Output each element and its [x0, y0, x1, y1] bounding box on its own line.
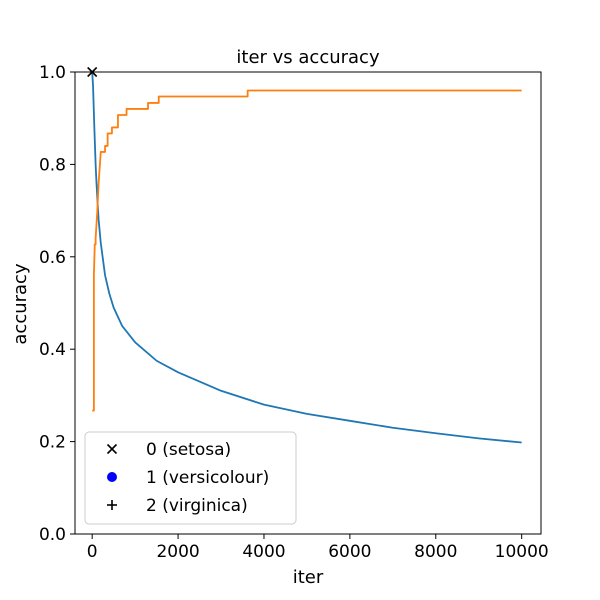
y-tick-label: 0.8 [39, 155, 66, 175]
legend-entry: 2 (virginica) [107, 496, 248, 516]
y-axis-label: accuracy [10, 263, 31, 345]
legend-marker-x [106, 443, 118, 455]
legend-marker-circle [107, 472, 117, 482]
legend: 0 (setosa) 1 (versicolour) 2 (virginica) [84, 431, 297, 525]
x-tick-label: 10000 [495, 542, 549, 562]
legend-label: 0 (setosa) [146, 440, 231, 460]
y-tick-label: 0.0 [39, 525, 66, 545]
y-tick-label: 0.2 [39, 433, 66, 453]
legend-label: 2 (virginica) [146, 496, 248, 516]
x-axis: 0 2000 4000 6000 8000 10000 [87, 534, 549, 562]
x-tick-label: 8000 [414, 542, 457, 562]
legend-box [84, 431, 297, 525]
x-tick-label: 2000 [156, 542, 199, 562]
x-tick-label: 6000 [328, 542, 371, 562]
axes-frame [74, 71, 542, 535]
x-tick-label: 4000 [242, 542, 285, 562]
legend-entry: 1 (versicolour) [107, 468, 269, 488]
x-axis-label: iter [293, 567, 324, 588]
legend-label: 1 (versicolour) [146, 468, 269, 488]
y-tick-label: 0.4 [39, 340, 66, 360]
x-tick-label: 0 [87, 542, 98, 562]
y-tick-label: 0.6 [39, 248, 66, 268]
series-line-1 [92, 89, 522, 412]
series-line-0 [91, 72, 522, 444]
legend-entry: 0 (setosa) [106, 440, 231, 460]
plot-area [74, 66, 542, 535]
chart-title: iter vs accuracy [236, 47, 380, 68]
y-tick-label: 1.0 [39, 63, 66, 83]
y-axis: 0.0 0.2 0.4 0.6 0.8 1.0 [39, 63, 75, 545]
